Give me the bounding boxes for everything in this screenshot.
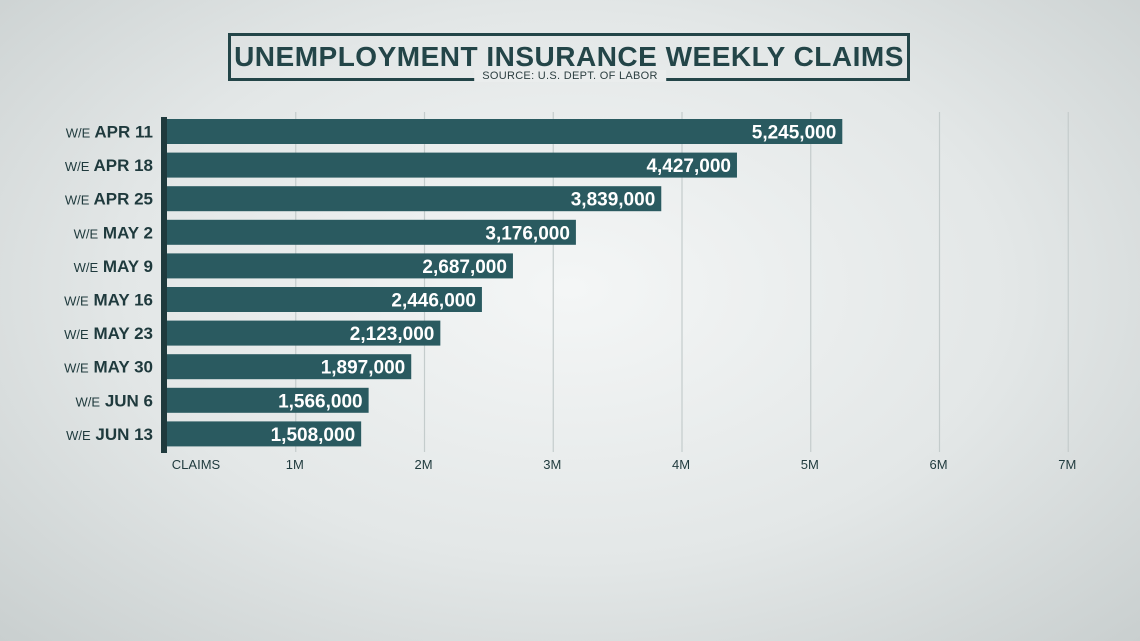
category-label: W/E APR 18 <box>65 156 153 175</box>
x-tick-label: 3M <box>543 457 561 472</box>
category-label: W/E APR 11 <box>66 123 153 142</box>
category-prefix: W/E <box>65 193 90 208</box>
category-name: MAY 9 <box>103 257 153 276</box>
category-prefix: W/E <box>64 361 89 376</box>
bar-value-label: 2,446,000 <box>391 291 476 312</box>
x-tick-label: 4M <box>672 457 690 472</box>
chart-title: UNEMPLOYMENT INSURANCE WEEKLY CLAIMS <box>234 41 904 72</box>
category-name: MAY 2 <box>103 223 153 242</box>
bar-value-label: 3,176,000 <box>485 223 570 244</box>
bar <box>167 421 362 447</box>
y-axis-line <box>161 117 167 453</box>
category-name: MAY 16 <box>93 291 153 310</box>
bar <box>167 320 441 346</box>
bar-value-label: 1,566,000 <box>278 391 363 412</box>
category-name: JUN 13 <box>95 425 153 444</box>
bar <box>167 387 369 413</box>
bar-value-label: 3,839,000 <box>571 190 656 211</box>
bar-value-label: 2,123,000 <box>350 324 435 345</box>
bar <box>167 219 576 245</box>
category-prefix: W/E <box>64 327 89 342</box>
x-axis-label: CLAIMS <box>172 457 221 472</box>
x-tick-label: 1M <box>286 457 304 472</box>
category-prefix: W/E <box>76 394 101 409</box>
category-name: APR 11 <box>94 123 153 142</box>
category-name: MAY 23 <box>93 324 153 343</box>
category-name: JUN 6 <box>105 391 153 410</box>
category-label: W/E MAY 23 <box>64 324 153 343</box>
category-prefix: W/E <box>66 126 91 141</box>
bar-value-label: 2,687,000 <box>422 257 507 278</box>
bar-value-label: 5,245,000 <box>752 123 837 144</box>
category-label: W/E JUN 13 <box>66 425 153 444</box>
category-label: W/E APR 25 <box>65 190 153 209</box>
bar <box>167 152 737 178</box>
x-tick-label: 6M <box>929 457 947 472</box>
category-label: W/E MAY 2 <box>74 223 153 242</box>
bar-value-label: 1,508,000 <box>271 425 356 446</box>
chart-source: SOURCE: U.S. DEPT. OF LABOR <box>474 70 666 82</box>
category-label: W/E JUN 6 <box>76 391 153 410</box>
x-tick-label: 2M <box>414 457 432 472</box>
category-prefix: W/E <box>64 294 89 309</box>
category-label: W/E MAY 16 <box>64 291 153 310</box>
bar <box>167 253 513 279</box>
category-prefix: W/E <box>74 226 99 241</box>
category-name: MAY 30 <box>93 358 153 377</box>
category-name: APR 18 <box>93 156 153 175</box>
bar-value-label: 4,427,000 <box>646 156 731 177</box>
category-label: W/E MAY 9 <box>74 257 153 276</box>
category-prefix: W/E <box>74 260 99 275</box>
bar <box>167 119 843 144</box>
category-prefix: W/E <box>65 159 90 174</box>
bar <box>167 354 412 380</box>
bar-value-label: 1,897,000 <box>321 358 406 379</box>
bar <box>167 287 482 312</box>
x-tick-label: 7M <box>1058 457 1076 472</box>
category-prefix: W/E <box>66 428 91 443</box>
x-tick-label: 5M <box>801 457 819 472</box>
category-label: W/E MAY 30 <box>64 358 153 377</box>
bar <box>167 186 662 212</box>
category-name: APR 25 <box>93 190 153 209</box>
